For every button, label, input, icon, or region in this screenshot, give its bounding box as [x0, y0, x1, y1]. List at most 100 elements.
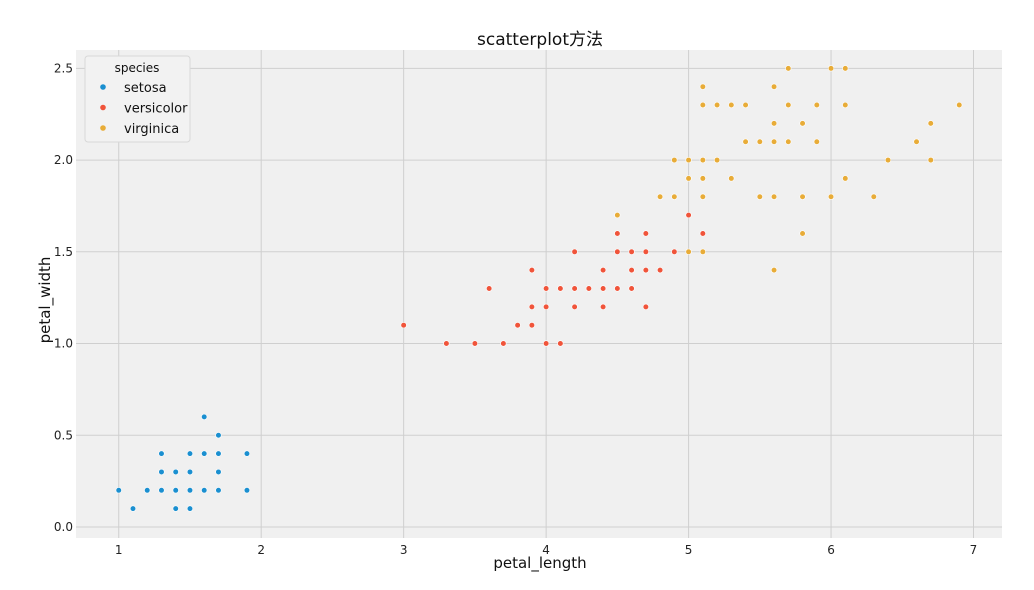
x-tick-label: 4	[542, 543, 550, 557]
data-point-virginica	[699, 156, 706, 164]
data-point-virginica	[927, 120, 934, 127]
data-point-virginica	[742, 101, 749, 109]
data-point-versicolor	[557, 340, 564, 347]
data-point-versicolor	[685, 212, 692, 219]
data-point-versicolor	[699, 230, 706, 237]
y-tick-label: 2.5	[54, 61, 73, 75]
data-point-virginica	[770, 120, 778, 127]
data-point-versicolor	[614, 248, 621, 255]
data-point-virginica	[770, 138, 778, 145]
data-point-virginica	[785, 65, 792, 72]
data-point-versicolor	[528, 303, 535, 310]
data-point-versicolor	[642, 248, 649, 255]
data-point-versicolor	[642, 267, 649, 274]
data-point-setosa	[215, 432, 222, 439]
data-point-setosa	[243, 487, 251, 494]
data-point-setosa	[201, 450, 208, 457]
y-axis-ticks: 0.0 0.5 1.0 1.5 2.0 2.5	[54, 61, 73, 534]
data-point-virginica	[699, 193, 706, 200]
data-point-setosa	[186, 468, 194, 476]
data-point-virginica	[842, 101, 849, 109]
x-tick-label: 5	[685, 543, 693, 557]
y-tick-label: 0.5	[54, 428, 73, 442]
data-point-setosa	[201, 413, 208, 421]
data-point-virginica	[827, 65, 835, 72]
data-point-setosa	[215, 468, 222, 476]
data-point-virginica	[799, 120, 806, 127]
data-point-virginica	[842, 65, 849, 72]
data-point-virginica	[770, 83, 778, 90]
y-axis-title: petal_width	[36, 257, 55, 344]
legend-label-virginica: virginica	[124, 122, 179, 137]
data-point-virginica	[699, 248, 706, 255]
data-points	[115, 65, 963, 512]
data-point-virginica	[699, 83, 706, 90]
x-tick-label: 1	[115, 543, 123, 557]
data-point-versicolor	[614, 285, 621, 292]
data-point-versicolor	[642, 303, 649, 310]
data-point-versicolor	[543, 303, 550, 310]
data-point-versicolor	[571, 285, 578, 292]
data-point-virginica	[713, 101, 721, 109]
x-tick-label: 6	[827, 543, 835, 557]
data-point-virginica	[713, 156, 721, 164]
data-point-versicolor	[628, 285, 635, 292]
data-point-versicolor	[543, 285, 550, 292]
data-point-versicolor	[600, 267, 607, 274]
data-point-setosa	[243, 450, 251, 457]
data-point-setosa	[158, 450, 165, 457]
data-point-setosa	[158, 487, 165, 494]
data-point-virginica	[785, 101, 792, 109]
data-point-virginica	[799, 193, 806, 200]
data-point-virginica	[770, 267, 778, 274]
legend-marker-versicolor	[100, 104, 106, 111]
data-point-setosa	[172, 487, 179, 494]
data-point-virginica	[742, 138, 749, 145]
data-point-virginica	[699, 175, 706, 182]
data-point-virginica	[756, 138, 763, 145]
data-point-versicolor	[486, 285, 493, 292]
y-tick-label: 1.5	[54, 245, 73, 259]
data-point-virginica	[956, 101, 963, 109]
data-point-virginica	[799, 230, 806, 237]
chart-title: scatterplot方法	[477, 30, 603, 50]
data-point-setosa	[115, 487, 122, 494]
data-point-setosa	[201, 487, 208, 494]
data-point-virginica	[671, 193, 678, 200]
data-point-virginica	[785, 138, 792, 145]
data-point-versicolor	[571, 303, 578, 310]
data-point-virginica	[927, 156, 934, 164]
x-tick-label: 2	[257, 543, 265, 557]
legend-label-versicolor: versicolor	[124, 102, 188, 117]
data-point-virginica	[685, 248, 692, 255]
data-point-versicolor	[600, 285, 607, 292]
legend-marker-setosa	[100, 84, 106, 90]
data-point-virginica	[614, 212, 621, 219]
data-point-virginica	[870, 193, 877, 200]
data-point-virginica	[728, 101, 735, 109]
data-point-virginica	[685, 175, 692, 182]
data-point-setosa	[172, 468, 179, 476]
data-point-versicolor	[443, 340, 450, 347]
data-point-setosa	[144, 487, 151, 494]
data-point-virginica	[842, 175, 849, 182]
data-point-versicolor	[557, 285, 564, 292]
legend-items: setosa versicolor virginica	[100, 81, 188, 137]
y-tick-label: 0.0	[54, 520, 73, 534]
data-point-setosa	[215, 487, 222, 494]
data-point-virginica	[770, 193, 778, 200]
x-axis-ticks: 1 2 3 4 5 6 7	[115, 543, 977, 557]
x-tick-label: 3	[400, 543, 408, 557]
data-point-virginica	[813, 101, 820, 109]
data-point-versicolor	[500, 340, 507, 347]
data-point-virginica	[671, 156, 678, 164]
data-point-virginica	[685, 156, 692, 164]
y-tick-label: 2.0	[54, 153, 73, 167]
data-point-virginica	[913, 138, 920, 145]
data-point-versicolor	[528, 322, 535, 329]
legend-marker-virginica	[100, 125, 106, 131]
data-point-virginica	[728, 175, 735, 182]
data-point-setosa	[129, 505, 137, 512]
data-point-versicolor	[528, 267, 535, 274]
data-point-versicolor	[471, 340, 478, 347]
